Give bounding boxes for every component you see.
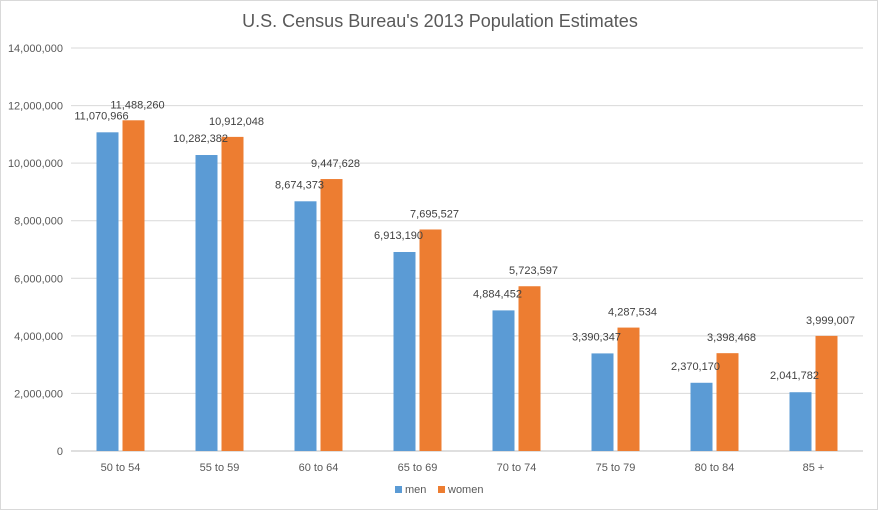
data-label-women: 11,488,260 <box>110 99 164 111</box>
x-tick-label: 70 to 74 <box>497 462 537 474</box>
y-tick-label: 12,000,000 <box>8 101 63 113</box>
legend-label-men: men <box>405 484 426 496</box>
bar-men <box>96 132 119 451</box>
y-tick-label: 14,000,000 <box>8 43 63 55</box>
x-tick-label: 55 to 59 <box>200 462 240 474</box>
data-label-women: 10,912,048 <box>209 116 264 128</box>
y-axis: 0 2,000,000 4,000,000 6,000,000 8,000,000 10,… <box>8 43 63 458</box>
bar-women <box>320 179 343 451</box>
bar-chart: U.S. Census Bureau's 2013 Population Est… <box>8 11 863 496</box>
bar-women <box>815 335 838 451</box>
data-label-men: 10,282,382 <box>173 133 228 145</box>
y-tick-label: 6,000,000 <box>14 273 63 285</box>
legend: men women <box>395 484 483 496</box>
data-label-women: 7,695,527 <box>410 208 459 220</box>
bar-men <box>492 310 515 451</box>
bars <box>96 120 838 451</box>
data-label-men: 2,041,782 <box>770 370 819 382</box>
y-tick-label: 0 <box>57 446 63 458</box>
gridlines <box>71 47 863 452</box>
bar-men <box>591 353 614 451</box>
data-label-women: 4,287,534 <box>608 307 657 319</box>
x-tick-label: 65 to 69 <box>398 462 438 474</box>
data-label-men: 4,884,452 <box>473 288 522 300</box>
y-tick-label: 2,000,000 <box>14 388 63 400</box>
data-label-women: 3,999,007 <box>806 315 855 327</box>
bar-men <box>690 382 713 451</box>
bar-women <box>617 327 640 451</box>
data-label-women: 9,447,628 <box>311 158 360 170</box>
bar-men <box>195 155 218 451</box>
bar-women <box>419 229 442 451</box>
y-tick-label: 10,000,000 <box>8 158 63 170</box>
x-tick-label: 80 to 84 <box>695 462 735 474</box>
x-tick-label: 85 + <box>803 462 825 474</box>
data-label-men: 8,674,373 <box>275 179 324 191</box>
bar-men <box>393 251 416 451</box>
data-label-men: 3,390,347 <box>572 331 621 343</box>
bar-men <box>789 392 812 451</box>
chart-area: U.S. Census Bureau's 2013 Population Est… <box>0 0 878 510</box>
bar-women <box>716 353 739 451</box>
data-label-women: 5,723,597 <box>509 265 558 277</box>
bar-women <box>122 120 145 451</box>
legend-label-women: women <box>447 484 483 496</box>
data-label-men: 11,070,966 <box>74 110 128 122</box>
bar-women <box>221 136 244 451</box>
data-label-men: 2,370,170 <box>671 361 720 373</box>
x-tick-label: 75 to 79 <box>596 462 636 474</box>
data-label-women: 3,398,468 <box>707 332 756 344</box>
chart-title: U.S. Census Bureau's 2013 Population Est… <box>242 11 638 31</box>
bar-women <box>518 286 541 451</box>
x-tick-label: 60 to 64 <box>299 462 339 474</box>
legend-swatch-women <box>438 486 445 493</box>
x-axis: 50 to 54 55 to 59 60 to 64 65 to 69 70 to 74… <box>101 462 825 474</box>
bar-men <box>294 201 317 451</box>
legend-swatch-men <box>395 486 402 493</box>
y-tick-label: 4,000,000 <box>14 331 63 343</box>
data-label-men: 6,913,190 <box>374 230 423 242</box>
x-tick-label: 50 to 54 <box>101 462 141 474</box>
y-tick-label: 8,000,000 <box>14 216 63 228</box>
